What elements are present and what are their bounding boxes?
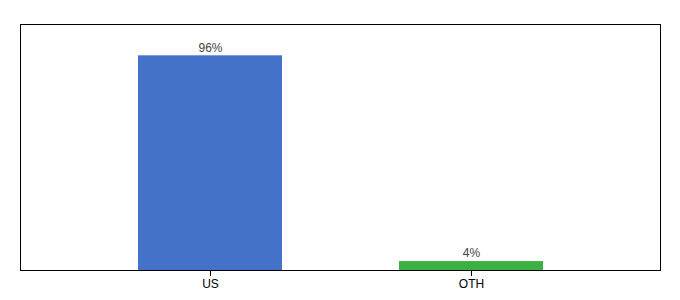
svg-text:4%: 4% (463, 246, 481, 260)
svg-text:OTH: OTH (459, 277, 484, 291)
svg-text:96%: 96% (198, 41, 222, 55)
svg-text:US: US (202, 277, 219, 291)
